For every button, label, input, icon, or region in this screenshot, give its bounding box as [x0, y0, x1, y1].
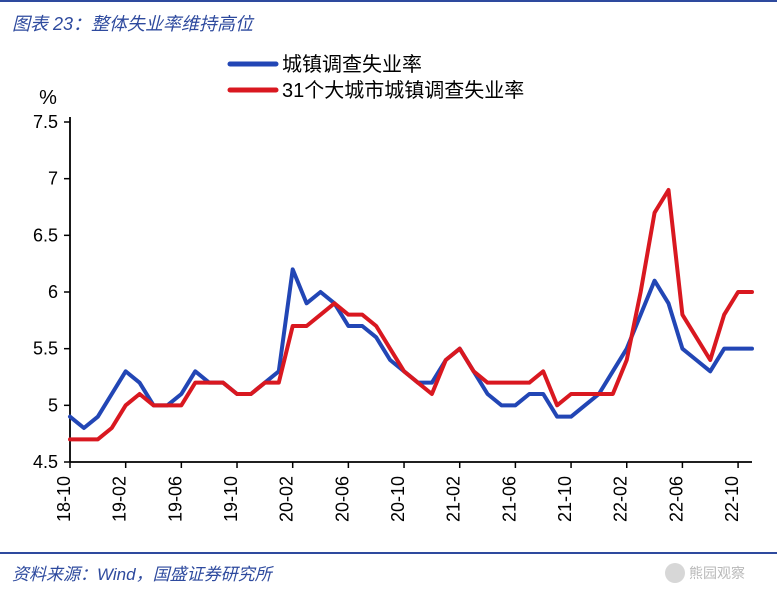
svg-text:31个大城市城镇调查失业率: 31个大城市城镇调查失业率 [282, 79, 524, 102]
svg-text:城镇调查失业率: 城镇调查失业率 [282, 53, 422, 76]
watermark: 熊园观察 [665, 563, 745, 583]
line-chart: 4.5 5 5.5 6 6.5 7 7.5% 18-10 19-02 19-06 19-10 20-0… [0, 42, 777, 552]
svg-text:4.5: 4.5 [33, 452, 58, 472]
watermark-icon [665, 563, 685, 583]
svg-text:19-10: 19-10 [221, 476, 241, 522]
svg-text:5.5: 5.5 [33, 339, 58, 359]
svg-text:5: 5 [48, 395, 58, 415]
svg-text:22-06: 22-06 [666, 476, 686, 522]
svg-text:22-10: 22-10 [722, 476, 742, 522]
svg-text:20-06: 20-06 [332, 476, 352, 522]
svg-text:7.5: 7.5 [33, 112, 58, 132]
svg-text:19-06: 19-06 [165, 476, 185, 522]
svg-text:22-02: 22-02 [611, 476, 631, 522]
svg-text:21-06: 21-06 [499, 476, 519, 522]
svg-text:19-02: 19-02 [110, 476, 130, 522]
chart-header: 图表 23：整体失业率维持高位 [0, 0, 777, 42]
svg-text:18-10: 18-10 [54, 476, 74, 522]
source-text: 资料来源：Wind，国盛证券研究所 [12, 560, 272, 585]
watermark-text: 熊园观察 [689, 563, 745, 583]
chart-title: 图表 23：整体失业率维持高位 [12, 14, 253, 34]
svg-text:20-02: 20-02 [277, 476, 297, 522]
chart-area: 4.5 5 5.5 6 6.5 7 7.5% 18-10 19-02 19-06 19-10 20-0… [0, 42, 777, 552]
svg-text:7: 7 [48, 169, 58, 189]
chart-footer: 资料来源：Wind，国盛证券研究所 熊园观察 [0, 552, 777, 585]
svg-text:20-10: 20-10 [388, 476, 408, 522]
svg-text:%: % [39, 87, 57, 109]
svg-text:6: 6 [48, 282, 58, 302]
svg-text:6.5: 6.5 [33, 225, 58, 245]
svg-text:21-02: 21-02 [444, 476, 464, 522]
svg-text:21-10: 21-10 [555, 476, 575, 522]
